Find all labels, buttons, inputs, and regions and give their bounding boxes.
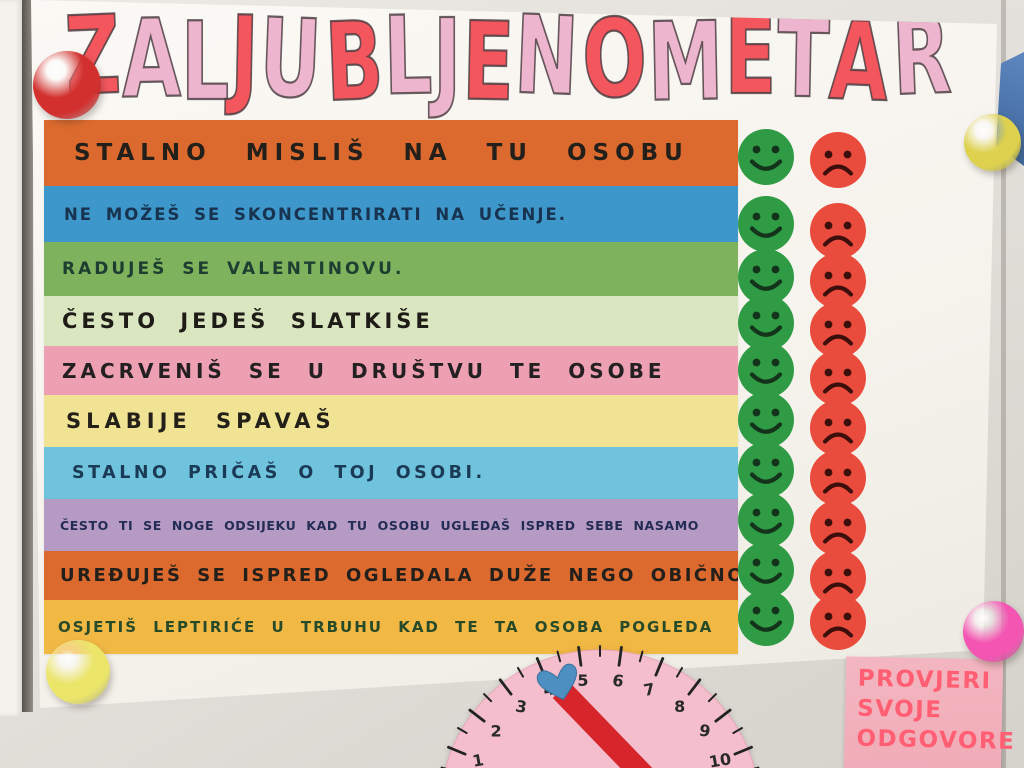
- dial-disc: [445, 649, 755, 768]
- statement-stripe: STALNO PRIČAŠ O TOJ OSOBI.: [44, 447, 738, 499]
- sad-face-icon: [810, 450, 866, 506]
- dial-tick: [468, 708, 486, 723]
- happy-face-icon: [738, 249, 794, 305]
- dial-number: 7: [642, 679, 656, 700]
- title-letter: E: [724, 0, 778, 119]
- title-letter: A: [827, 0, 893, 127]
- title-letter: J: [432, 0, 462, 122]
- happy-face-icon: [738, 295, 794, 351]
- right-wall-seam: [1001, 0, 1006, 768]
- title-letter: J: [228, 0, 261, 120]
- sad-face-icon: [810, 500, 866, 556]
- sad-face-icon: [810, 550, 866, 606]
- title-letter: U: [256, 0, 324, 124]
- dial-tick: [577, 646, 583, 667]
- magnet-pink-right: [963, 601, 1024, 662]
- sad-face-icon: [810, 302, 866, 358]
- dial-tick: [483, 693, 493, 703]
- dial-number: 8: [674, 697, 685, 716]
- sticky-note-line: PROVJERI: [857, 665, 992, 695]
- sad-face-icon: [810, 132, 866, 188]
- magnet-red: [33, 51, 101, 119]
- statement-stripe: UREĐUJEŠ SE ISPRED OGLEDALA DUŽE NEGO OB…: [44, 551, 738, 600]
- dial-number: 2: [491, 721, 502, 740]
- dial-tick: [556, 650, 562, 663]
- statement-stripe: ZACRVENIŠ SE U DRUŠTVU TE OSOBE: [44, 346, 738, 395]
- title-letter: E: [460, 0, 516, 126]
- magnet-yellow-bottom-left: [46, 640, 110, 704]
- happy-face-icon: [738, 492, 794, 548]
- statement-stripe: ČESTO TI SE NOGE ODSIJEKU KAD TU OSOBU U…: [44, 499, 738, 551]
- sticky-note-line: ODGOVORE: [856, 725, 1016, 755]
- sticky-note-line: SVOJE: [856, 695, 943, 724]
- title-letter: L: [382, 0, 435, 120]
- dial-tick: [687, 678, 702, 696]
- dial-number: 10: [707, 749, 732, 768]
- title-letter: L: [180, 0, 230, 125]
- dial-tick: [707, 693, 717, 703]
- dial-number: 9: [698, 721, 712, 742]
- heart-pointer-tip-icon: [536, 663, 578, 701]
- dial-tick: [498, 678, 513, 696]
- happy-face-icon: [738, 590, 794, 646]
- sad-face-icon: [810, 253, 866, 309]
- statement-stripe: OSJETIŠ LEPTIRIĆE U TRBUHU KAD TE TA OSO…: [44, 600, 738, 654]
- magnet-yellow-top-right: [964, 114, 1021, 171]
- sad-face-icon: [810, 350, 866, 406]
- statement-stripe: ČESTO JEDEŠ SLATKIŠE: [44, 296, 738, 346]
- title-letter: B: [322, 0, 387, 127]
- statement-stripe: SLABIJE SPAVAŠ: [44, 395, 738, 447]
- title-letter: A: [119, 0, 182, 123]
- dial-tick: [456, 727, 468, 734]
- dial-tick: [617, 646, 623, 667]
- happy-face-icon: [738, 196, 794, 252]
- dial-tick: [638, 650, 644, 663]
- dial-pointer: [552, 682, 653, 768]
- title-letter: N: [512, 0, 582, 121]
- statement-stripe: STALNO MISLIŠ NA TU OSOBU: [44, 120, 738, 186]
- happy-face-icon: [738, 392, 794, 448]
- dial-tick: [676, 666, 683, 678]
- statement-stripe: RADUJEŠ SE VALENTINOVU.: [44, 242, 738, 296]
- love-meter-dial: 12345678910: [440, 645, 760, 768]
- dial-tick: [654, 657, 665, 677]
- happy-face-icon: [738, 129, 794, 185]
- dial-tick: [447, 745, 467, 756]
- dial-tick: [732, 727, 744, 734]
- sad-face-icon: [810, 594, 866, 650]
- dial-tick: [517, 666, 524, 678]
- happy-face-icon: [738, 442, 794, 498]
- sticky-note: PROVJERI SVOJE ODGOVORE: [843, 656, 1016, 768]
- statement-stripe: NE MOŽEŠ SE SKONCENTRIRATI NA UČENJE.: [44, 186, 738, 242]
- dial-number: 1: [471, 750, 485, 768]
- happy-face-icon: [738, 542, 794, 598]
- dial-number: 3: [514, 696, 528, 717]
- title-letter: O: [579, 0, 650, 124]
- sad-face-icon: [810, 400, 866, 456]
- left-wall-seam: [22, 0, 33, 712]
- title-letter: M: [646, 0, 726, 126]
- dial-tick: [714, 708, 732, 723]
- dial-tick: [733, 745, 753, 756]
- dial-number: 6: [611, 670, 625, 691]
- happy-face-icon: [738, 342, 794, 398]
- left-paper-edge: [0, 0, 22, 716]
- dial-number: 5: [577, 671, 588, 690]
- sad-face-icon: [810, 203, 866, 259]
